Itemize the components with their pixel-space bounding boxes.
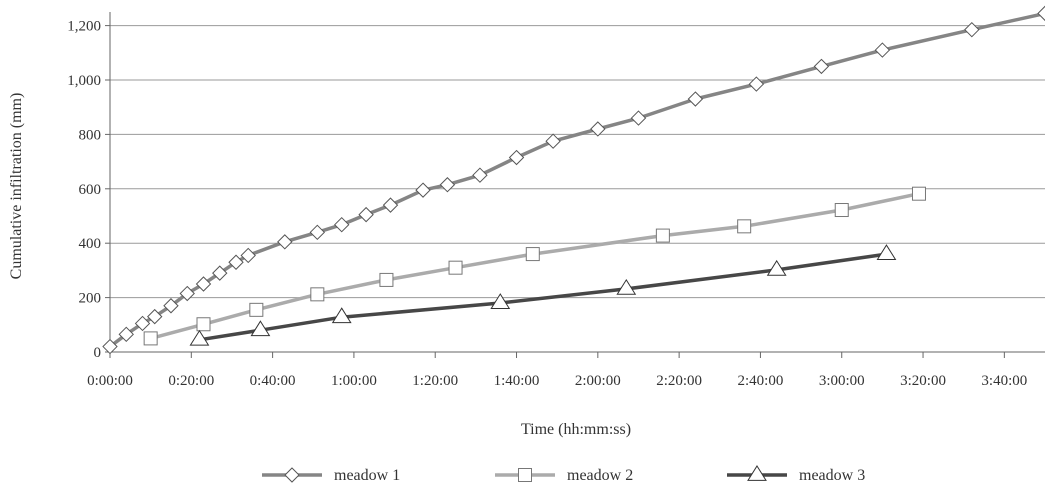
- data-point: [490, 293, 511, 309]
- y-tick-label: 400: [79, 236, 102, 252]
- y-tick-label: 600: [79, 182, 102, 198]
- data-point: [143, 331, 158, 346]
- legend-marker: [518, 468, 532, 482]
- y-tick-label: 0: [94, 345, 102, 361]
- x-tick-label: 0:20:00: [168, 373, 214, 389]
- data-point: [874, 42, 891, 58]
- x-tick-label: 3:40:00: [981, 373, 1027, 389]
- data-point: [766, 259, 787, 276]
- series-line: [108, 11, 1045, 348]
- data-point: [195, 276, 212, 292]
- data-point: [382, 197, 399, 213]
- data-point: [439, 177, 456, 193]
- x-tick-label: 2:40:00: [738, 373, 784, 389]
- data-point: [834, 203, 849, 218]
- data-point: [379, 272, 394, 287]
- data-point: [590, 121, 606, 137]
- data-point: [331, 307, 352, 324]
- data-point: [748, 76, 765, 92]
- x-tick-label: 1:00:00: [331, 373, 377, 389]
- x-axis-tick-labels: 0:00:00 0:20:00 0:40:00 1:00:00 1:20:00 1:40:…: [87, 373, 1027, 389]
- data-point: [250, 320, 271, 337]
- legend: meadow 1 meadow 2 meadow 3: [262, 465, 865, 484]
- axes: [105, 12, 1045, 358]
- series-3: [189, 244, 897, 346]
- x-tick-label: 1:40:00: [494, 373, 540, 389]
- series-layer: [102, 5, 1045, 355]
- data-point: [147, 308, 163, 325]
- data-point: [1037, 5, 1045, 22]
- data-point: [876, 244, 897, 260]
- legend-label: meadow 2: [567, 467, 633, 484]
- x-tick-label: 2:20:00: [656, 373, 702, 389]
- legend-item: meadow 2: [495, 467, 633, 484]
- y-tick-label: 800: [79, 127, 102, 143]
- data-point: [448, 260, 463, 275]
- data-point: [310, 287, 325, 302]
- data-point: [240, 247, 256, 264]
- data-point: [102, 338, 118, 355]
- data-point: [545, 133, 561, 149]
- data-point: [525, 247, 540, 262]
- data-point: [415, 182, 431, 198]
- legend-item: meadow 1: [262, 467, 400, 484]
- data-point: [212, 265, 228, 281]
- legend-marker: [747, 465, 767, 481]
- x-axis-title: Time (hh:mm:ss): [521, 421, 631, 438]
- data-point: [249, 302, 264, 317]
- x-tick-label: 3:20:00: [900, 373, 946, 389]
- data-point: [508, 149, 525, 166]
- data-point: [179, 285, 195, 302]
- legend-label: meadow 1: [334, 467, 400, 484]
- y-axis-tick-labels: 0 200 400 600 800 1,000 1,200: [67, 19, 101, 361]
- series-2: [143, 186, 926, 346]
- data-point: [228, 254, 244, 270]
- data-point: [334, 216, 350, 233]
- data-point: [687, 91, 704, 107]
- x-tick-label: 2:00:00: [575, 373, 621, 389]
- x-tick-label: 0:40:00: [250, 373, 296, 389]
- data-point: [358, 206, 374, 223]
- y-tick-label: 200: [79, 291, 102, 307]
- data-point: [196, 317, 211, 332]
- data-point: [616, 278, 637, 295]
- data-point: [189, 329, 210, 346]
- legend-item: meadow 3: [727, 465, 865, 484]
- data-point: [964, 21, 980, 38]
- gridlines: [110, 25, 1045, 299]
- data-point: [655, 228, 670, 243]
- data-point: [277, 234, 293, 250]
- data-point: [737, 219, 752, 234]
- y-tick-label: 1,000: [67, 73, 101, 89]
- legend-label: meadow 3: [799, 467, 865, 484]
- data-point: [630, 110, 647, 126]
- x-tick-label: 1:20:00: [412, 373, 458, 389]
- data-point: [134, 315, 151, 332]
- data-point: [163, 298, 179, 314]
- x-tick-label: 3:00:00: [819, 373, 865, 389]
- data-point: [472, 167, 488, 183]
- data-point: [911, 186, 926, 201]
- series-1: [102, 5, 1045, 355]
- y-tick-label: 1,200: [67, 19, 101, 35]
- data-point: [309, 224, 326, 241]
- y-axis-title: Cumulative infiltration (mm): [8, 93, 25, 280]
- data-point: [813, 58, 830, 75]
- data-point: [118, 326, 134, 343]
- x-tick-label: 0:00:00: [87, 373, 133, 389]
- legend-marker: [284, 467, 300, 483]
